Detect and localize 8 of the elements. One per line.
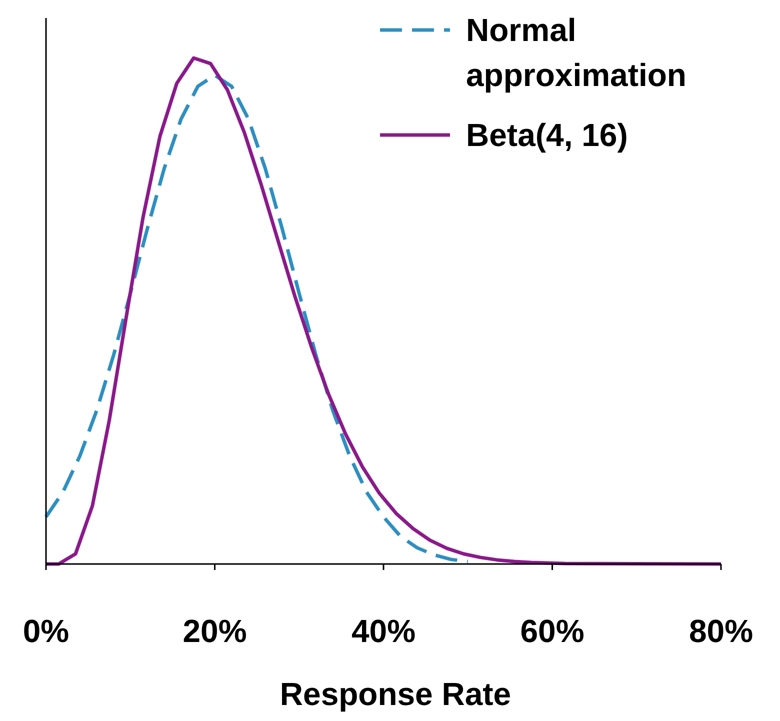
x-tick-label: 0% (22, 613, 70, 649)
x-tick-label: 40% (351, 613, 416, 649)
x-tick-label: 80% (688, 613, 754, 649)
x-tick-label: 20% (182, 613, 247, 649)
x-tick-label: 60% (520, 613, 584, 649)
legend-label: Beta(4, 16) (466, 117, 628, 153)
legend-label: Normal approximation (466, 12, 686, 93)
x-axis-title: Response Rate (280, 676, 512, 712)
